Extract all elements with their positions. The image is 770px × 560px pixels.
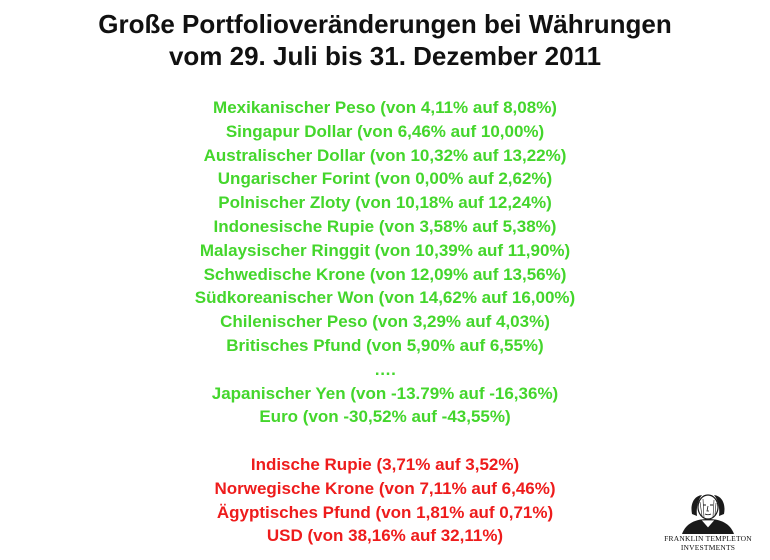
increase-item: Chilenischer Peso (von 3,29% auf 4,03%) bbox=[220, 312, 550, 332]
decrease-item: Indische Rupie (3,71% auf 3,52%) bbox=[250, 455, 520, 474]
increase-item: Schwedische Krone (von 12,09% auf 13,56%… bbox=[203, 264, 567, 284]
logo-line-1: FRANKLIN TEMPLETON bbox=[664, 534, 752, 543]
decrease-list: Indische Rupie (3,71% auf 3,52%) Norwegi… bbox=[0, 453, 770, 548]
increase-item: Ungarischer Forint (von 0,00% auf 2,62%) bbox=[217, 169, 553, 189]
title-line-1: Große Portfolioveränderungen bei Währung… bbox=[98, 9, 672, 39]
increase-item: Südkoreanischer Won (von 14,62% auf 16,0… bbox=[194, 288, 576, 308]
increase-item: Indonesische Rupie (von 3,58% auf 5,38%) bbox=[213, 216, 557, 236]
slide-title: Große Portfolioveränderungen bei Währung… bbox=[0, 8, 770, 72]
logo-line-2: INVESTMENTS bbox=[680, 543, 736, 552]
franklin-templeton-logo: FRANKLIN TEMPLETON INVESTMENTS bbox=[652, 490, 764, 558]
increase-item: Malaysischer Ringgit (von 10,39% auf 11,… bbox=[199, 240, 571, 260]
decrease-item: Norwegische Krone (von 7,11% auf 6,46%) bbox=[214, 478, 556, 498]
benjamin-franklin-portrait-icon bbox=[682, 494, 734, 534]
increase-item: Euro (von -30,52% auf -43,55%) bbox=[259, 407, 511, 427]
decrease-item: Ägyptisches Pfund (von 1,81% auf 0,71%) bbox=[216, 502, 554, 522]
ellipsis-separator: …. bbox=[374, 359, 396, 379]
increase-item: Polnischer Zloty (von 10,18% auf 12,24%) bbox=[218, 193, 552, 213]
increase-list: Mexikanischer Peso (von 4,11% auf 8,08%)… bbox=[0, 96, 770, 429]
increase-item: Singapur Dollar (von 6,46% auf 10,00%) bbox=[225, 121, 545, 141]
increase-item: Mexikanischer Peso (von 4,11% auf 8,08%) bbox=[213, 98, 557, 117]
title-line-2: vom 29. Juli bis 31. Dezember 2011 bbox=[168, 41, 602, 71]
increase-item: Australischer Dollar (von 10,32% auf 13,… bbox=[203, 145, 567, 165]
decrease-item: USD (von 38,16% auf 32,11%) bbox=[266, 526, 504, 546]
increase-item: Britisches Pfund (von 5,90% auf 6,55%) bbox=[226, 335, 544, 355]
increase-item: Japanischer Yen (von -13.79% auf -16,36%… bbox=[211, 383, 559, 403]
